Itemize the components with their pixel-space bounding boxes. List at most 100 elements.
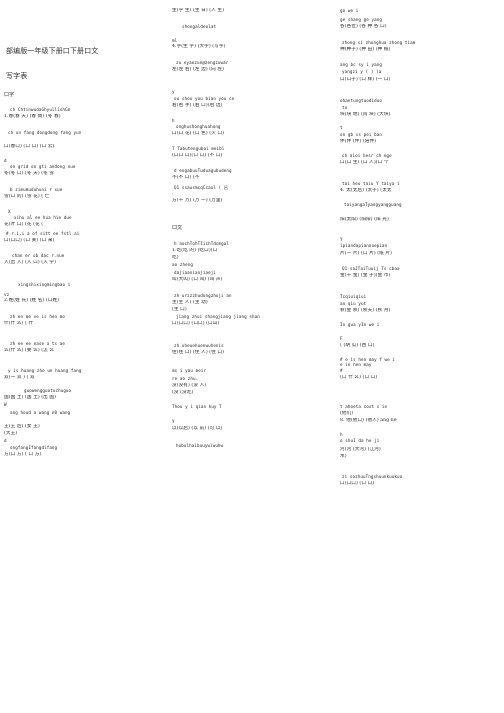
pinyin-line: xihu al ee hua hie due (14, 215, 72, 220)
pinyin-line: re ao zhu. (172, 376, 199, 381)
text-line: , (172, 191, 174, 196)
doc-title: 部编版一年级下册口下册口文 (6, 47, 99, 55)
pinyin-line: xingshixingmingbao i (18, 282, 71, 287)
text-line: 住(住 口) (住 人) (住 口) (172, 350, 225, 355)
column-left: 口字 ch ChtinwudaGhyullishCm 1.春(春 天) (春 雨) … (4, 0, 164, 713)
text-line: (大王) (4, 431, 18, 436)
text-line: 双(一 双 ) ( 双 (4, 375, 35, 380)
pinyin-line: zu eyaozue@zengzuwar (176, 60, 229, 65)
text-line: 不(不 口) (不 (172, 175, 200, 180)
pinyin-line: zh ee ee ease a ts ae (10, 341, 66, 346)
text-line: 口(口子) (口 样) (一 口) (340, 77, 391, 82)
pinyin-line: y is huang zhe ue huang fang (8, 368, 82, 373)
text-line: 叫(大叫) (口 叫) (叫 声) (172, 277, 223, 282)
pinyin-line: ge shang ge yang (340, 17, 382, 22)
pinyin-line: h aochTohTIichTdsmgal (174, 241, 230, 246)
text-line: 口(口口) (口 口) (340, 481, 375, 486)
pinyin-line: W (4, 402, 7, 407)
pinyin-line: F (340, 336, 343, 341)
pinyin-line: ch un fang dongdong fang yun (8, 130, 82, 135)
pinyin-line: d engabuuTuduagubudeng (174, 168, 232, 173)
pinyin-line: X (8, 209, 11, 214)
text-line: 伴(伴 (伴) (陪伴) (340, 139, 377, 144)
text-line: 国(国 土) (国 土) (出 国) (4, 395, 57, 400)
text-line: 口(口 生) (口 人)(口 个 (340, 160, 389, 165)
text-line: 王(王 后) (女 王) (4, 424, 40, 429)
text-line: 种(种子) (种 田) (种 植) (340, 47, 391, 52)
text-line: 花(叶 口) (花 (花 ( (4, 222, 44, 227)
pinyin-line: ohantungtuodiduo (340, 98, 382, 103)
pinyin-line: y (172, 89, 175, 94)
section-heading: 口字 (4, 92, 15, 98)
pinyin-line: Q1 saJTaiTuuij Ts cbaa (342, 266, 400, 271)
text-line: 1.吃(吃 的) (吃口)(口 (172, 248, 218, 253)
pinyin-line: b zimumuduhuni r xue (10, 187, 63, 192)
pinyin-line: yangzi y ( ) (a (342, 69, 382, 74)
pinyin-line: onghushonghuahong (176, 124, 221, 129)
pinyin-line: zh urzzzhudongzhuji an (174, 293, 232, 298)
pinyin-line: ml (172, 38, 178, 43)
pinyin-line: zi sozhuuTngshuunkuukuo (342, 474, 403, 479)
pinyin-line: on grid on gti andong xue (10, 164, 76, 169)
text-line: 阳(太阳) (阳阳) (阳 光) (340, 217, 389, 222)
pinyin-line: tai heu taiu Y taiya i (342, 181, 400, 186)
text-line: 生(学 生) (生 日) (人 生) (172, 8, 225, 13)
text-line: 口(春口) (口 口) (口 云) (4, 144, 55, 149)
pinyin-line: guowengguotuchuguo (24, 388, 72, 393)
text-line: 以(以后) (以 前) (可 以) (172, 426, 223, 431)
section-heading: 口文 (172, 225, 183, 231)
pinyin-line: shengaldeolat (182, 24, 217, 29)
text-line: 秋(金 秋) (秋天) (秋 月) (340, 308, 391, 313)
pinyin-line: Q1 ssausmcqCcaul ( 吕 (174, 185, 229, 190)
pinyin-line: # (340, 368, 343, 373)
pinyin-line: zhong si zhonghua zhong tiam (342, 40, 416, 45)
text-line: 块(块 地) (肉 块) (大块) (340, 112, 391, 117)
text-line: (口 什 么) (口 口) (340, 375, 378, 380)
text-line: 各(各位) (各 种 各 口) (340, 24, 387, 29)
text-line: 方(口 方) ( 口 方) (4, 452, 42, 457)
text-line: (没 (没吃) (172, 390, 194, 395)
text-line: ( (胡 瓜) (西 口) (340, 343, 375, 348)
pinyin-line: jiang zhui shangjiang jiang shan (176, 314, 260, 319)
pinyin-line: T Tabutengubai meibi (172, 146, 225, 151)
pinyin-line: chan er ub dac r.nue (12, 253, 65, 258)
text-line: 方(千 万) (万 一) (万里) (172, 198, 223, 203)
pinyin-line: ang bc sy i yang (340, 62, 382, 67)
pinyin-line: ou shou you bian you ce (174, 96, 235, 101)
pinyin-line: hubulhaibuuywlwuhw (176, 443, 224, 448)
pinyin-line: ang houd a wang n0 wang (10, 410, 71, 415)
text-line: 么(什 么) (要 么) (怎 么 (4, 348, 55, 353)
pinyin-line: on gb ss pei ban (340, 132, 382, 137)
pinyin-line: ms i yau meir (172, 368, 207, 373)
text-line: 什(什 么) ( 什 (4, 321, 34, 326)
pinyin-line: vz (4, 292, 10, 297)
text-line: 入(出 入) (入 口) (入 学) (4, 260, 57, 265)
text-line: 4. 太(太后) (太子) (太太 (340, 188, 392, 193)
pinyin-line: ongfang1fangdifang (10, 445, 58, 450)
pinyin-line: In gua yIn we i (340, 322, 380, 327)
pinyin-line: t (340, 125, 343, 130)
text-line: 右(右 手) (右 口)(右 边) (172, 103, 223, 108)
text-line: 水) (340, 454, 347, 459)
text-line: 片(一 片) (口 片) (纸 片) (340, 251, 393, 256)
pinyin-line: ch ChtinwudaGhyullishCm (10, 107, 71, 112)
text-line: (他们) (340, 411, 354, 416)
column-right: go we i ge shang ge yang 各(各位) (各 种 各 口) z… (340, 0, 500, 713)
text-line: 河(河 (大河) (江河) (340, 447, 381, 452)
text-line: 口(口口) (口 关) (口 来) (4, 238, 55, 243)
pinyin-line: zh en me ve is hen mo (10, 314, 66, 319)
pinyin-line: d (4, 438, 7, 443)
pinyin-line: Thou y i qian kuy T (172, 404, 222, 409)
pinyin-line: dajiaanianjiaeji (174, 270, 216, 275)
pinyin-line: Y (340, 237, 343, 242)
pinyin-line: e ie hen may (340, 362, 372, 367)
pinyin-line: an qiu yut (340, 301, 367, 306)
text-line: 吃) (172, 255, 179, 260)
pinyin-line: tu (342, 105, 348, 110)
pinyin-line: # r.i.i a of sitt ee fstl ai (6, 231, 80, 236)
text-line: 8. 他(他口) (他人) ang he (340, 418, 397, 423)
text-line: 1.春(春 天) (春 雨) (冬 春) (4, 114, 61, 119)
pinyin-line: h (172, 118, 175, 123)
pinyin-line: ao zheng (172, 262, 193, 267)
